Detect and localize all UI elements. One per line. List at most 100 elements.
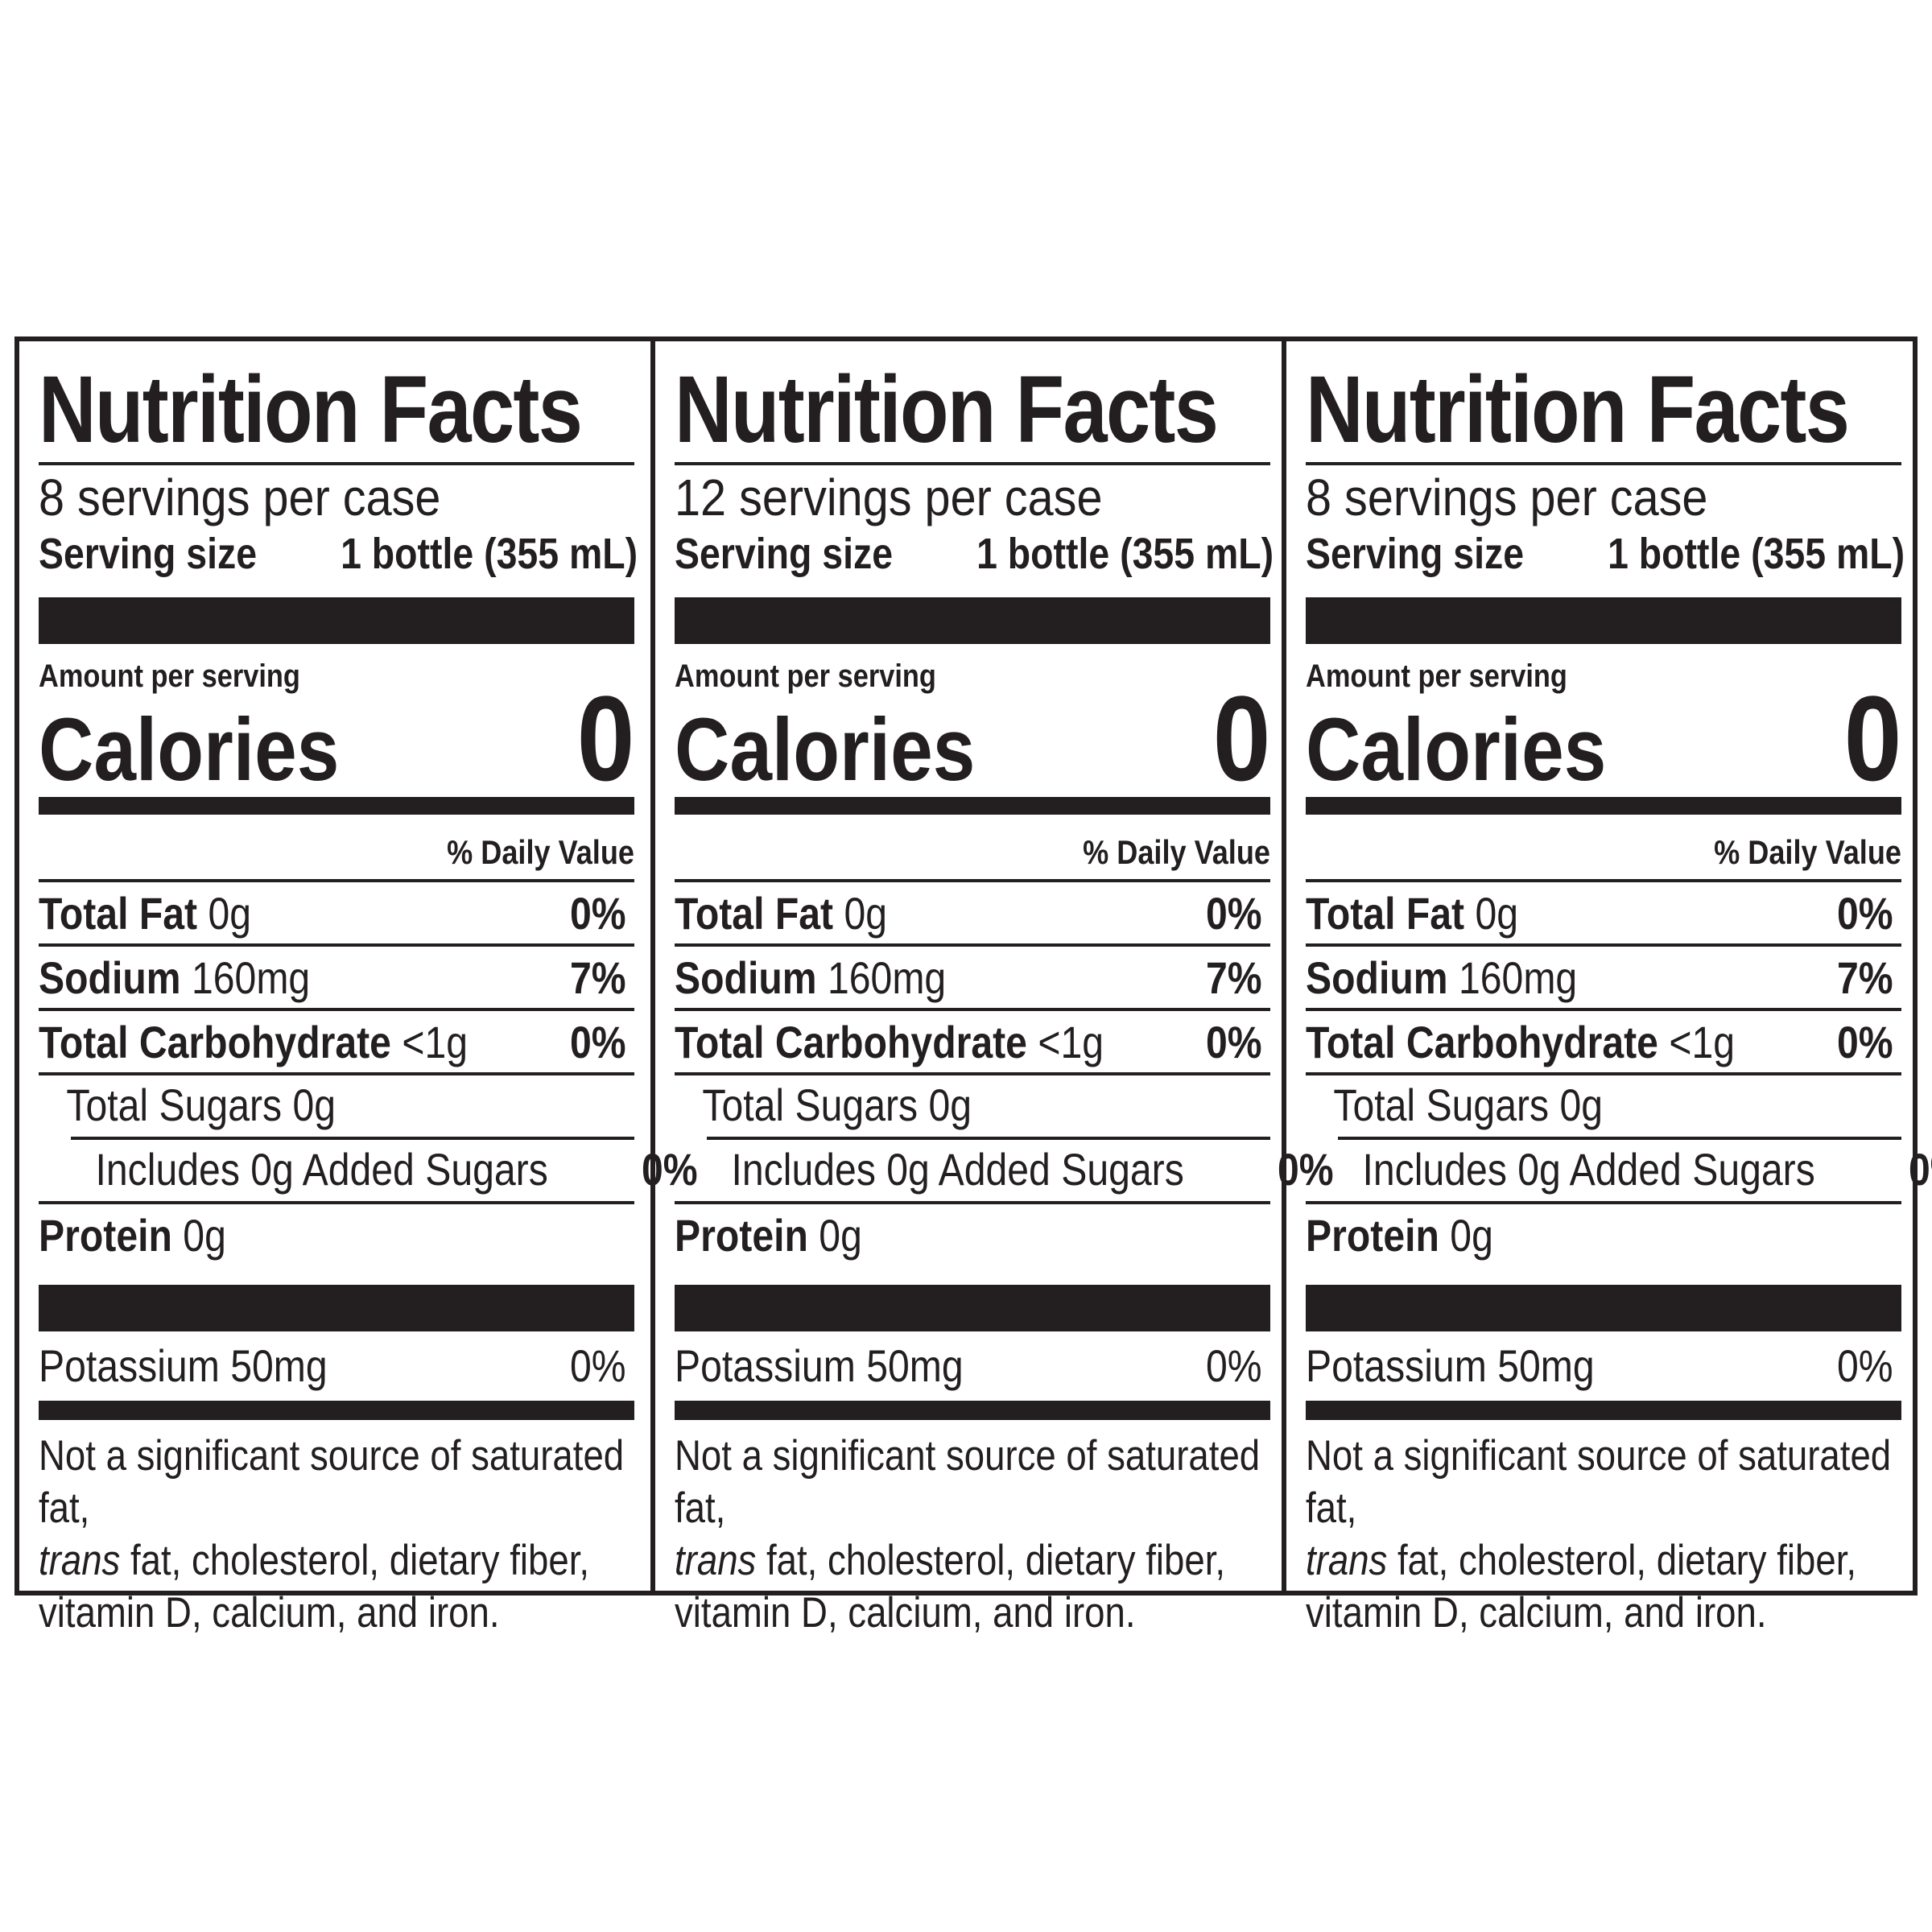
panel-title: Nutrition Facts xyxy=(39,357,583,463)
nutrient-amount: <1g xyxy=(1038,1016,1104,1067)
divider xyxy=(1306,462,1901,465)
calories-label: Calories xyxy=(39,700,340,799)
calories-row: Calories 0 xyxy=(675,678,1270,799)
nutrient-label: Sodium xyxy=(39,952,181,1003)
nutrient-label: Protein xyxy=(1306,1209,1439,1261)
calories-value: 0 xyxy=(1843,671,1901,806)
footnote-line: vitamin D, calcium, and iron. xyxy=(1306,1589,1767,1637)
nutrient-row-total-fat: Total Fat 0g 0% xyxy=(1306,879,1901,943)
medium-divider xyxy=(1306,797,1901,815)
nutrient-label: Potassium 50mg xyxy=(39,1340,328,1391)
serving-size-label: Serving size xyxy=(675,530,894,578)
nutrient-row-total-sugars: Total Sugars 0g xyxy=(39,1072,634,1137)
nutrient-list: Total Fat 0g 0% Sodium 160mg 7% Total Ca… xyxy=(675,879,1333,1265)
serving-size-label: Serving size xyxy=(39,530,258,578)
servings-per-container: 8 servings per case xyxy=(39,469,441,526)
nutrient-label: Total Fat xyxy=(1306,887,1465,939)
footnote-line: vitamin D, calcium, and iron. xyxy=(39,1589,500,1637)
nutrient-dv: 0% xyxy=(1277,1143,1334,1195)
nutrient-row-total-carbohydrate: Total Carbohydrate <1g 0% xyxy=(675,1008,1270,1072)
nutrient-label: Potassium 50mg xyxy=(1306,1340,1595,1391)
nutrient-list: Total Fat 0g 0% Sodium 160mg 7% Total Ca… xyxy=(1306,879,1932,1265)
nutrient-amount: <1g xyxy=(402,1016,469,1067)
panel-title: Nutrition Facts xyxy=(675,357,1219,463)
calories-row: Calories 0 xyxy=(1306,678,1901,799)
nutrient-dv: 0% xyxy=(570,887,626,939)
nutrient-label: Total Sugars 0g xyxy=(66,1079,336,1130)
servings-per-container: 8 servings per case xyxy=(1306,469,1708,526)
serving-size-row: Serving size 1 bottle (355 mL) xyxy=(675,528,1274,580)
serving-size-row: Serving size 1 bottle (355 mL) xyxy=(39,528,638,580)
nutrient-label: Includes 0g Added Sugars xyxy=(1362,1143,1815,1195)
nutrient-row-added-sugars: Includes 0g Added Sugars 0% xyxy=(675,1137,1333,1201)
amount-per-serving: Amount per serving xyxy=(39,658,300,694)
medium-divider xyxy=(39,797,634,815)
nutrition-panel-3: Nutrition Facts 8 servings per case Serv… xyxy=(1282,341,1932,1637)
divider xyxy=(675,462,1270,465)
thick-divider xyxy=(1306,597,1901,644)
serving-size-value: 1 bottle (355 mL) xyxy=(976,530,1274,578)
nutrient-dv: 0% xyxy=(1206,1340,1262,1391)
nutrient-label: Protein xyxy=(39,1209,172,1261)
thick-divider xyxy=(1306,1285,1901,1331)
calories-label: Calories xyxy=(1306,700,1607,799)
nutrition-facts-labels: Nutrition Facts 8 servings per case Serv… xyxy=(14,336,1932,1637)
nutrient-row-protein: Protein 0g xyxy=(675,1201,1270,1265)
divider xyxy=(39,462,634,465)
nutrient-amount: 0g xyxy=(844,887,888,939)
footnote-line: Not a significant source of saturated fa… xyxy=(39,1432,625,1532)
medium-divider xyxy=(675,797,1270,815)
nutrient-label: Total Carbohydrate xyxy=(1306,1016,1658,1067)
footnote-line: fat, cholesterol, dietary fiber, xyxy=(1387,1537,1857,1584)
nutrient-row-total-carbohydrate: Total Carbohydrate <1g 0% xyxy=(1306,1008,1901,1072)
nutrient-dv: 0% xyxy=(1837,887,1893,939)
calories-label: Calories xyxy=(675,700,976,799)
footnote: Not a significant source of saturated fa… xyxy=(675,1430,1270,1639)
nutrient-dv: 7% xyxy=(1837,952,1893,1003)
nutrient-amount: 160mg xyxy=(1458,952,1578,1003)
thick-divider xyxy=(675,1285,1270,1331)
nutrient-label: Includes 0g Added Sugars xyxy=(731,1143,1184,1195)
footnote-trans: trans xyxy=(1306,1537,1388,1584)
nutrient-row-sodium: Sodium 160mg 7% xyxy=(1306,943,1901,1008)
thick-divider xyxy=(39,1285,634,1331)
nutrient-row-total-carbohydrate: Total Carbohydrate <1g 0% xyxy=(39,1008,634,1072)
nutrient-dv: 0% xyxy=(1837,1340,1893,1391)
nutrient-amount: <1g xyxy=(1669,1016,1736,1067)
daily-value-header: % Daily Value xyxy=(447,833,634,871)
footnote-line: vitamin D, calcium, and iron. xyxy=(675,1589,1136,1637)
nutrient-dv: 7% xyxy=(1206,952,1262,1003)
nutrient-amount: 0g xyxy=(1450,1209,1493,1261)
nutrient-dv: 0% xyxy=(1908,1143,1932,1195)
thick-divider xyxy=(39,597,634,644)
nutrient-row-added-sugars: Includes 0g Added Sugars 0% xyxy=(39,1137,697,1201)
medium-divider xyxy=(1306,1401,1901,1420)
nutrition-panel-2: Nutrition Facts 12 servings per case Ser… xyxy=(650,341,1333,1637)
footnote-trans: trans xyxy=(39,1537,121,1584)
nutrient-amount: 0g xyxy=(1475,887,1519,939)
nutrient-amount: 0g xyxy=(819,1209,862,1261)
servings-per-container: 12 servings per case xyxy=(675,469,1103,526)
footnote-trans: trans xyxy=(675,1537,757,1584)
calories-value: 0 xyxy=(576,671,634,806)
nutrition-panel-1: Nutrition Facts 8 servings per case Serv… xyxy=(19,341,697,1637)
nutrient-amount: 0g xyxy=(183,1209,226,1261)
nutrient-amount: 0g xyxy=(208,887,252,939)
nutrient-row-total-sugars: Total Sugars 0g xyxy=(1306,1072,1901,1137)
nutrient-amount: 160mg xyxy=(191,952,311,1003)
nutrient-dv: 0% xyxy=(570,1340,626,1391)
footnote-line: Not a significant source of saturated fa… xyxy=(1306,1432,1892,1532)
nutrient-row-sodium: Sodium 160mg 7% xyxy=(39,943,634,1008)
nutrient-label: Total Carbohydrate xyxy=(675,1016,1027,1067)
nutrient-label: Potassium 50mg xyxy=(675,1340,964,1391)
nutrient-label: Total Carbohydrate xyxy=(39,1016,391,1067)
calories-value: 0 xyxy=(1212,671,1270,806)
nutrient-label: Sodium xyxy=(1306,952,1448,1003)
nutrient-row-protein: Protein 0g xyxy=(1306,1201,1901,1265)
nutrient-label: Sodium xyxy=(675,952,817,1003)
nutrient-dv: 7% xyxy=(570,952,626,1003)
nutrient-label: Total Sugars 0g xyxy=(702,1079,972,1130)
serving-size-label: Serving size xyxy=(1306,530,1525,578)
nutrient-row-protein: Protein 0g xyxy=(39,1201,634,1265)
nutrient-amount: 160mg xyxy=(827,952,947,1003)
